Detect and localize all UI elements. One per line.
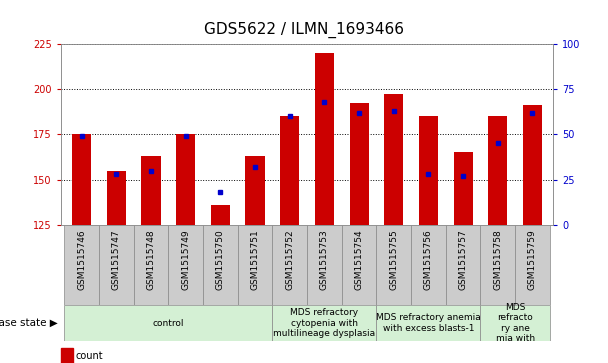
Text: GSM1515755: GSM1515755 — [389, 229, 398, 290]
Text: GSM1515759: GSM1515759 — [528, 229, 537, 290]
Bar — [515, 225, 550, 305]
Bar — [480, 225, 515, 305]
Text: GDS5622 / ILMN_1693466: GDS5622 / ILMN_1693466 — [204, 22, 404, 38]
Bar — [211, 205, 230, 225]
Bar — [280, 116, 299, 225]
Text: MDS refractory anemia
with excess blasts-1: MDS refractory anemia with excess blasts… — [376, 313, 481, 333]
Bar — [107, 171, 126, 225]
Bar — [523, 105, 542, 225]
Bar — [64, 305, 272, 341]
Bar — [238, 225, 272, 305]
Bar — [376, 225, 411, 305]
Text: GSM1515753: GSM1515753 — [320, 229, 329, 290]
Text: GSM1515758: GSM1515758 — [493, 229, 502, 290]
Bar — [272, 305, 376, 341]
Bar — [488, 116, 507, 225]
Text: GSM1515748: GSM1515748 — [147, 229, 156, 290]
Text: count: count — [76, 351, 103, 361]
Text: GSM1515757: GSM1515757 — [458, 229, 468, 290]
Text: GSM1515754: GSM1515754 — [354, 229, 364, 290]
Bar — [99, 225, 134, 305]
Text: GSM1515749: GSM1515749 — [181, 229, 190, 290]
Bar — [246, 156, 264, 225]
Bar — [307, 225, 342, 305]
Bar — [350, 103, 368, 225]
Bar — [419, 116, 438, 225]
Text: GSM1515752: GSM1515752 — [285, 229, 294, 290]
Bar — [384, 94, 403, 225]
Text: GSM1515747: GSM1515747 — [112, 229, 121, 290]
Bar — [64, 225, 99, 305]
Text: GSM1515751: GSM1515751 — [250, 229, 260, 290]
Text: MDS refractory
cytopenia with
multilineage dysplasia: MDS refractory cytopenia with multilinea… — [274, 308, 376, 338]
Bar — [342, 225, 376, 305]
Bar — [480, 305, 550, 341]
Bar — [272, 225, 307, 305]
Text: control: control — [153, 319, 184, 327]
Text: MDS
refracto
ry ane
mia with: MDS refracto ry ane mia with — [496, 303, 534, 343]
Text: GSM1515746: GSM1515746 — [77, 229, 86, 290]
Bar — [203, 225, 238, 305]
Bar — [142, 156, 161, 225]
Text: disease state ▶: disease state ▶ — [0, 318, 58, 328]
Bar — [446, 225, 480, 305]
Bar — [454, 152, 472, 225]
Bar — [168, 225, 203, 305]
Text: GSM1515756: GSM1515756 — [424, 229, 433, 290]
Bar — [315, 53, 334, 225]
Bar — [176, 134, 195, 225]
Bar — [72, 134, 91, 225]
Bar — [376, 305, 480, 341]
Text: GSM1515750: GSM1515750 — [216, 229, 225, 290]
Bar — [134, 225, 168, 305]
Bar — [411, 225, 446, 305]
